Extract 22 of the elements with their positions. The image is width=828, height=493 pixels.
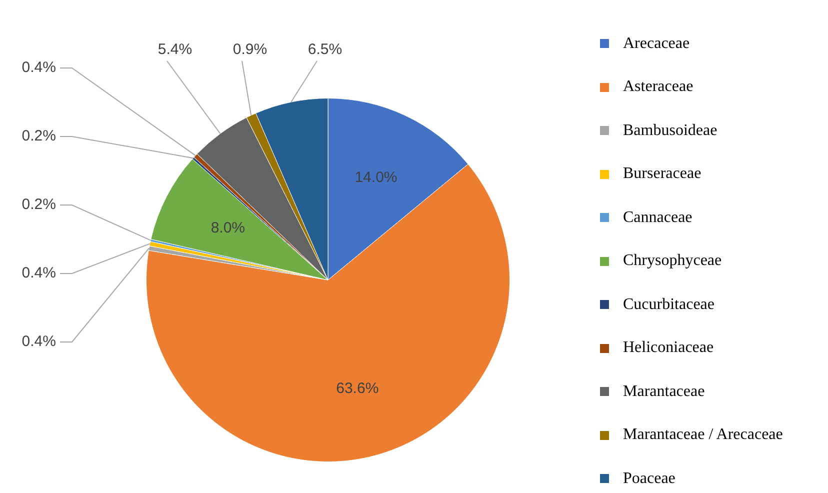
legend-label: Chrysophyceae xyxy=(623,252,722,270)
legend-label: Cucurbitaceae xyxy=(623,296,714,314)
legend-label: Burseraceae xyxy=(623,165,702,184)
legend-label: Poaceae xyxy=(623,470,676,488)
legend-label: Marantaceae xyxy=(623,382,705,401)
data-label: 0.4% xyxy=(22,264,56,282)
legend-label: Arecaceae xyxy=(623,34,690,53)
data-label: 0.4% xyxy=(22,59,56,76)
data-label: 0.9% xyxy=(232,41,268,58)
data-label: 63.6% xyxy=(336,380,379,397)
data-label: 8.0% xyxy=(210,219,246,236)
data-label: 0.4% xyxy=(22,333,56,350)
data-label: 6.5% xyxy=(308,41,342,58)
legend-label: Cannaceae xyxy=(623,208,692,227)
legend-label: Heliconiaceae xyxy=(623,339,714,358)
legend-label: Bambusoideae xyxy=(623,122,718,140)
data-label: 5.4% xyxy=(158,41,192,58)
data-label: 0.2% xyxy=(22,196,56,214)
legend-label: Marantaceae / Arecaceae xyxy=(623,426,783,444)
data-label: 14.0% xyxy=(354,169,398,186)
data-label: 0.2% xyxy=(22,128,56,145)
legend-label: Asteraceae xyxy=(623,78,694,96)
